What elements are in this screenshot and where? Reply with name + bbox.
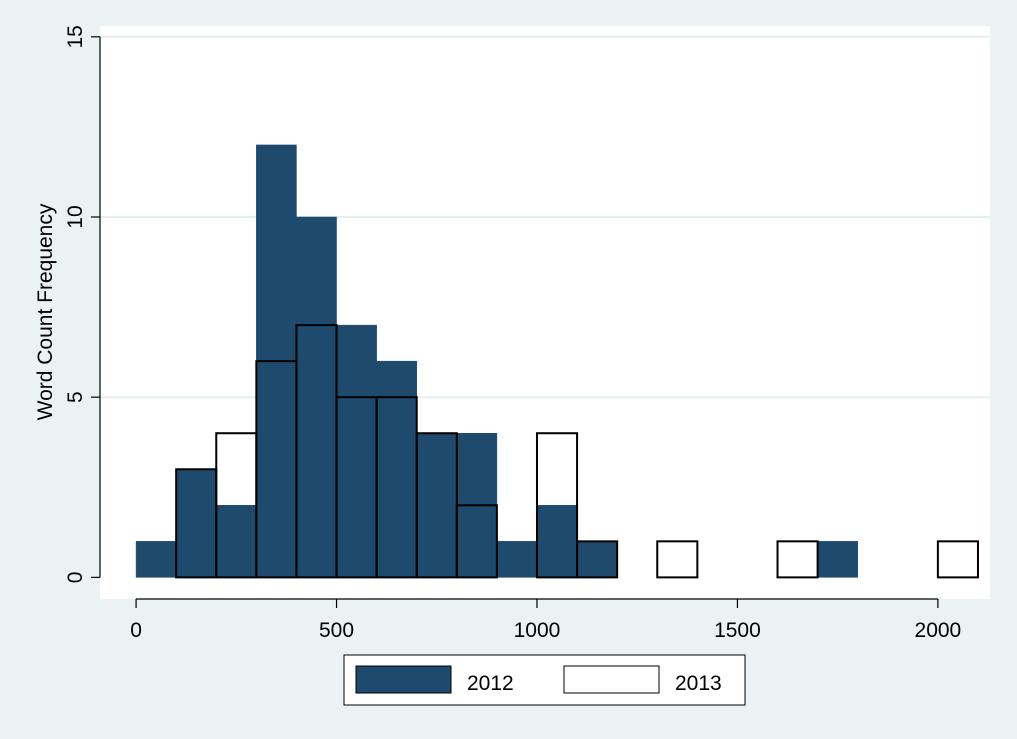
bar-2012-bin-600 — [376, 360, 417, 578]
y-tick-label-0: 0 — [64, 572, 87, 584]
x-tick-label-0: 0 — [130, 619, 142, 642]
bar-2013-bin-1100 — [576, 540, 619, 579]
bar-2012-bin-200 — [216, 505, 257, 578]
y-tick-label-1: 5 — [64, 391, 87, 403]
bar-2012-bin-1700 — [817, 541, 858, 578]
y-axis-label: Word Count Frequency — [34, 203, 57, 420]
x-tick-label-3: 1500 — [714, 619, 761, 642]
bar-2012-bin-400 — [296, 216, 337, 578]
x-tick-label-4: 2000 — [915, 619, 962, 642]
bar-2013-bin-1000 — [535, 432, 579, 579]
bar-2013-bin-1600 — [776, 540, 819, 579]
grid-layer — [100, 35, 990, 399]
legend-label-2013: 2013 — [675, 672, 722, 695]
axes-layer: 0 5 10 15 0 500 1000 1500 2000 — [64, 25, 961, 642]
bar-2012-bin-0 — [135, 541, 177, 578]
bar-2013-bin-800 — [455, 504, 498, 579]
x-tick-label-2: 1000 — [514, 619, 561, 642]
x-tick-label-1: 500 — [319, 619, 354, 642]
series-2013-bars — [175, 324, 979, 579]
y-tick-label-2: 10 — [64, 205, 87, 228]
legend-label-2012: 2012 — [467, 672, 514, 695]
bar-2013-bin-2000 — [936, 540, 979, 579]
y-tick-label-3: 15 — [64, 25, 87, 48]
bar-2012-bin-500 — [336, 324, 377, 578]
legend-swatch-2013 — [563, 665, 660, 694]
bar-2013-bin-1300 — [656, 540, 699, 579]
bar-2012-bin-700 — [416, 432, 458, 578]
series-2012-bars — [135, 144, 858, 578]
legend-swatch-2012 — [355, 665, 452, 694]
bar-2012-bin-1000 — [536, 505, 578, 578]
bar-2012-bin-1100 — [576, 541, 618, 578]
bar-2012-bin-900 — [496, 541, 538, 578]
plot-area — [100, 26, 990, 599]
bar-2012-bin-100 — [175, 469, 217, 578]
legend: 2012 2013 — [343, 654, 746, 706]
